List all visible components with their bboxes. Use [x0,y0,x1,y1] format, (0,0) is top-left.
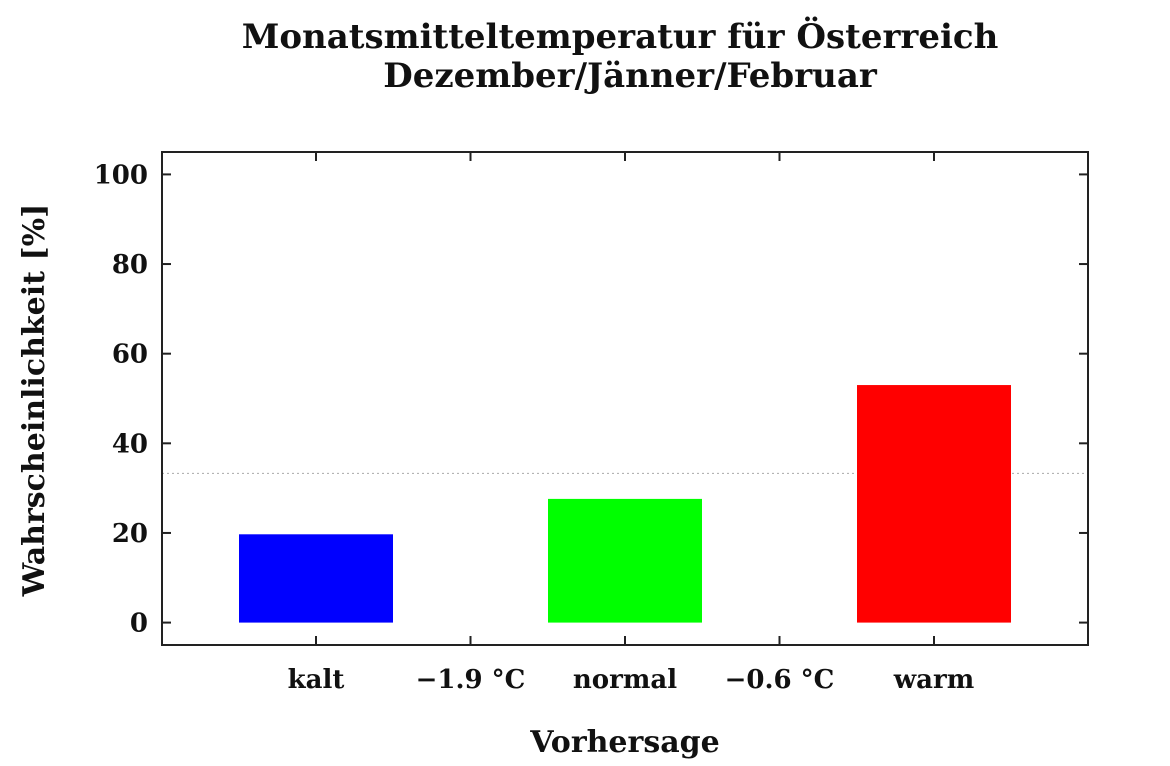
y-tick-label: 0 [130,609,148,639]
y-tick-label: 20 [112,519,148,549]
y-tick-label: 100 [94,160,148,190]
chart-subtitle: Dezember/Jänner/Februar [383,56,878,96]
y-tick-label: 80 [112,250,148,280]
x-axis-title: Vorhersage [529,725,719,760]
y-axis-title: Wahrscheinlichkeit [%] [17,204,52,598]
chart-title: Monatsmitteltemperatur für Österreich [242,16,999,57]
bar-kalt [239,534,393,623]
bar-warm [857,385,1011,623]
bars [239,385,1011,623]
x-threshold-label: −0.6 °C [725,665,835,695]
x-axis-ticks: kalt −1.9 °C normal −0.6 °C warm [288,152,974,695]
x-category-label: kalt [288,665,345,695]
x-threshold-label: −1.9 °C [416,665,526,695]
plot-area: 0 20 40 60 80 100 kalt −1.9 °C normal −0.6 °C war… [94,151,1089,695]
bar-normal [548,498,702,623]
y-tick-label: 40 [112,429,148,459]
y-tick-label: 60 [112,340,148,370]
y-axis-ticks: 0 20 40 60 80 100 [94,160,1088,639]
x-category-label: normal [573,665,677,695]
x-category-label: warm [893,665,974,695]
